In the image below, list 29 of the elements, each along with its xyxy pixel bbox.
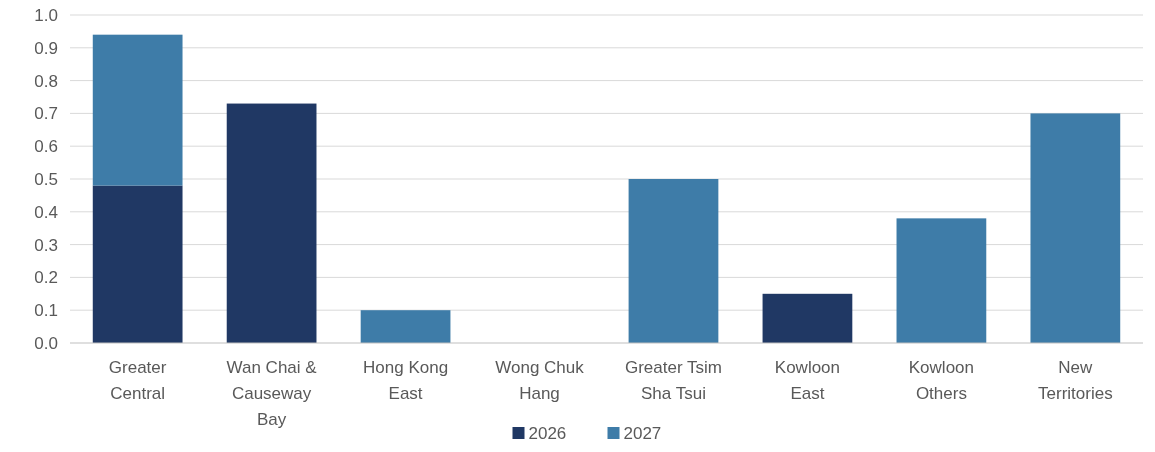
- bar: [92, 185, 183, 343]
- y-tick-label: 0.1: [34, 301, 58, 321]
- x-tick-label: Hong Kong East: [363, 358, 449, 403]
- y-tick-label: 1.0: [34, 5, 58, 25]
- y-tick-label: 0.0: [34, 333, 58, 353]
- y-tick-label: 0.8: [34, 71, 58, 91]
- y-tick-label: 0.5: [34, 169, 58, 189]
- bar: [896, 218, 987, 343]
- x-tick-label: Kowloon Others: [908, 358, 974, 403]
- y-tick-label: 0.6: [34, 137, 58, 157]
- bar: [1030, 113, 1121, 343]
- y-tick-label: 0.7: [34, 104, 58, 124]
- legend-label: 2027: [623, 423, 662, 443]
- y-tick-label: 0.4: [34, 202, 58, 222]
- bar: [226, 103, 317, 343]
- x-tick-label: Greater Tsim Sha Tsui: [624, 358, 722, 403]
- bar: [360, 310, 451, 343]
- x-tick-label: New Territories: [1038, 358, 1113, 403]
- x-tick-label: Wan Chai & Causeway Bay: [226, 358, 318, 429]
- x-tick-label: Wong Chuk Hang: [495, 358, 585, 403]
- bar: [628, 179, 719, 343]
- bar: [762, 293, 853, 343]
- legend-label: 2026: [528, 423, 567, 443]
- y-tick-label: 0.3: [34, 235, 58, 255]
- x-tick-label: Kowloon East: [774, 358, 841, 403]
- bar: [92, 34, 183, 186]
- y-tick-label: 0.9: [34, 38, 58, 58]
- y-tick-label: 0.2: [34, 268, 58, 288]
- x-tick-label: Greater Central: [108, 358, 167, 403]
